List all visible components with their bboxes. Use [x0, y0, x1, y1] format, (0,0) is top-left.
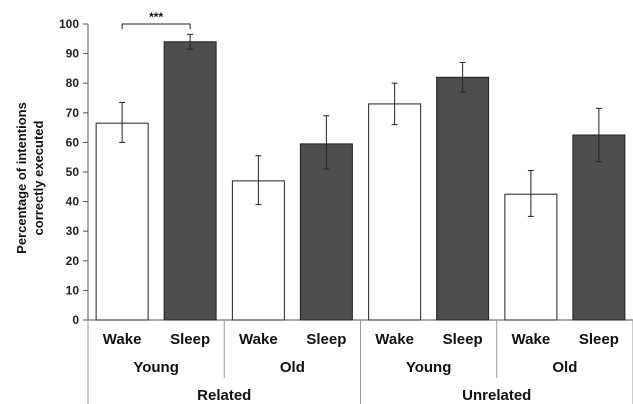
y-axis-title-line-2: correctly executed: [31, 121, 46, 236]
y-tick-label: 60: [66, 135, 80, 149]
bar-sleep: [436, 76, 490, 321]
bar-wake: [368, 103, 422, 321]
y-tick-label: 20: [66, 254, 80, 268]
y-tick-label: 90: [66, 47, 80, 61]
y-tick-label: 30: [66, 224, 80, 238]
y-tick-label: 10: [66, 283, 80, 297]
group-label: Related: [197, 387, 251, 404]
y-ticks: 0 10 20 30 40 50 60 70 80 90 100: [59, 17, 88, 327]
subgroup-label: Old: [552, 359, 577, 376]
significance-bracket: [121, 23, 191, 29]
y-tick-label: 80: [66, 76, 80, 90]
subgroup-label: Young: [133, 359, 179, 376]
subgroup-label: Old: [280, 359, 305, 376]
bars: [95, 41, 626, 321]
y-tick-label: 70: [66, 106, 80, 120]
bar-label: Wake: [103, 331, 142, 348]
significance-label: ***: [149, 10, 163, 24]
bar-sleep: [572, 134, 626, 321]
bar-label: Wake: [512, 331, 551, 348]
group-label: Unrelated: [462, 387, 531, 404]
y-tick-label: 100: [59, 17, 79, 31]
bar-sleep: [163, 41, 217, 321]
bar-wake: [95, 122, 149, 321]
bar-label: Sleep: [579, 331, 619, 348]
bar-label: Sleep: [170, 331, 210, 348]
y-axis-title-line-1: Percentage of intentions: [14, 102, 29, 254]
y-axis-title: Percentage of intentions correctly execu…: [14, 102, 46, 254]
error-bars: [119, 33, 602, 217]
y-tick-label: 0: [72, 313, 79, 327]
bar-label: Sleep: [306, 331, 346, 348]
annotations: ***: [121, 10, 191, 29]
y-tick-label: 40: [66, 195, 80, 209]
bar-sleep: [299, 143, 353, 321]
subgroup-label: Young: [406, 359, 452, 376]
bar-label: Wake: [239, 331, 278, 348]
y-tick-label: 50: [66, 165, 80, 179]
bar-label: Sleep: [443, 331, 483, 348]
bar-label: Wake: [375, 331, 414, 348]
